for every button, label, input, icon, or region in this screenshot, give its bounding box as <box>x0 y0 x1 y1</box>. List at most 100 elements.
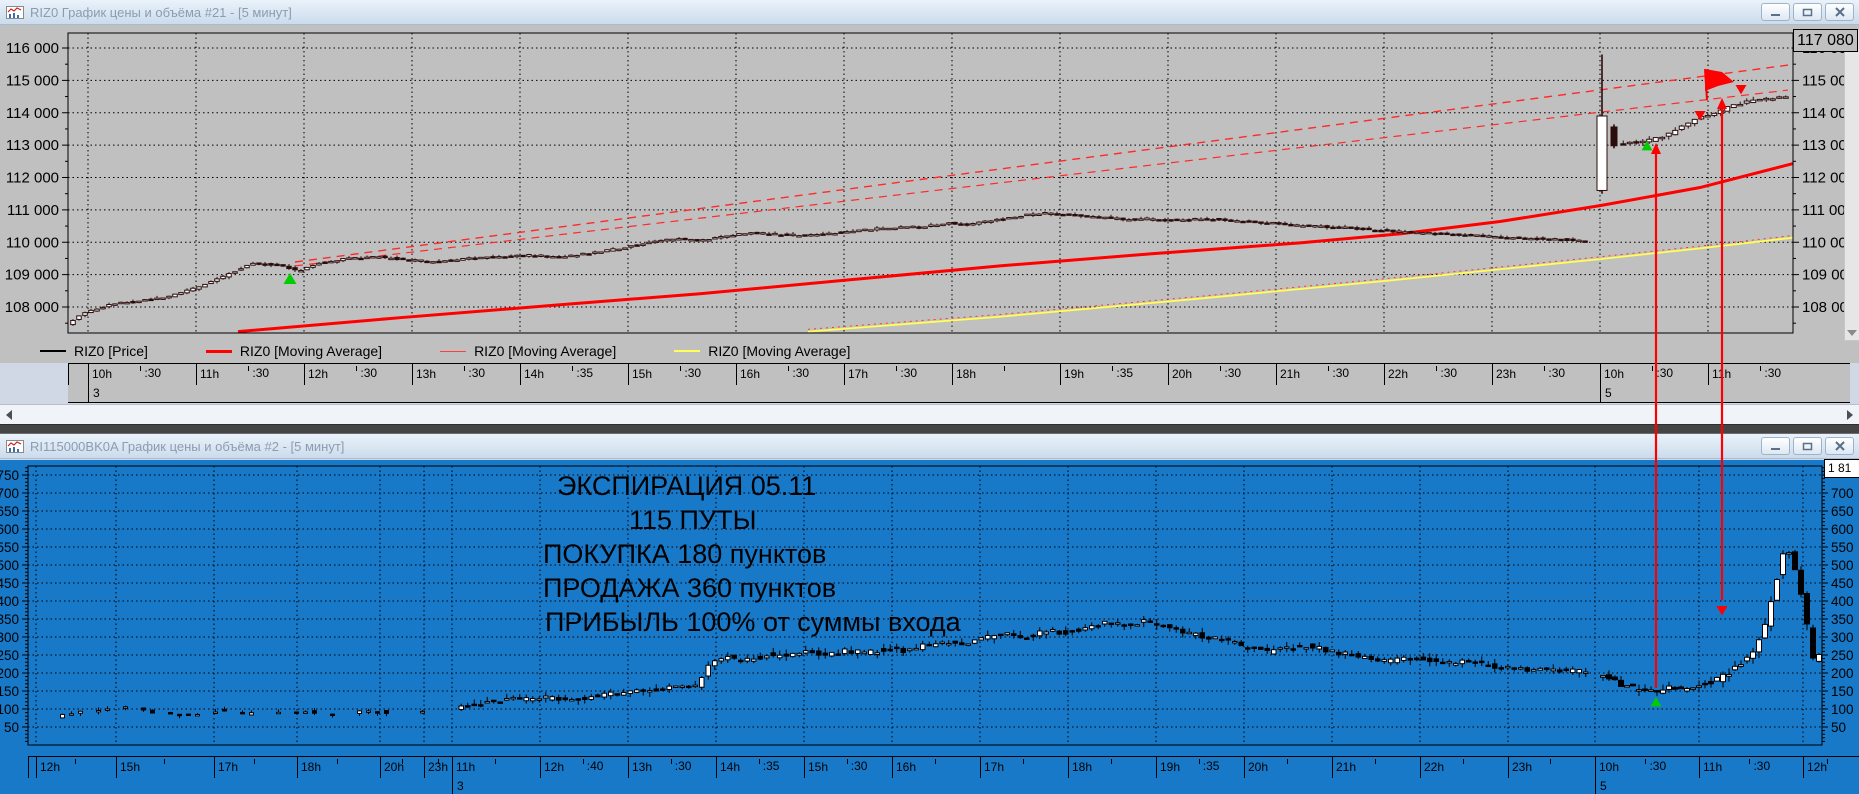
time-half-label: :30 <box>1645 759 1666 773</box>
time-label: 16h <box>740 367 761 381</box>
time-cell: 19h :35 <box>1156 757 1244 778</box>
time-cell: 18h <box>297 757 380 778</box>
chart-icon <box>6 439 24 453</box>
scroll-left-icon[interactable] <box>6 410 12 420</box>
time-label: 14h <box>524 367 545 381</box>
restore-button[interactable] <box>1793 437 1822 455</box>
scroll-right-icon[interactable] <box>1847 410 1853 420</box>
time-half-label: :35 <box>1112 366 1133 380</box>
horizontal-scrollbar[interactable] <box>0 404 1859 425</box>
time-label: 23h <box>1512 760 1533 774</box>
annotation-line: ПРИБЫЛЬ 100% от суммы входа <box>545 607 961 637</box>
time-cell: 20h <box>1244 757 1332 778</box>
time-cell: 10h :30 <box>1595 757 1699 778</box>
close-button[interactable] <box>1825 3 1854 21</box>
time-label: 12h <box>40 760 61 774</box>
time-label: 10h <box>1604 367 1625 381</box>
close-button[interactable] <box>1825 437 1854 455</box>
day-tick <box>88 385 89 402</box>
time-cell: 19h:35 <box>1060 364 1168 385</box>
time-label: 22h <box>1388 367 1409 381</box>
time-label: 18h <box>1072 760 1093 774</box>
price-chart-background[interactable] <box>0 25 1859 363</box>
time-label: 10h <box>92 367 113 381</box>
time-label: 11h <box>1703 760 1723 774</box>
window-title-top: RIZ0 График цены и объёма #21 - [5 минут… <box>30 4 292 20</box>
time-half-label: :35 <box>758 759 779 773</box>
legend-item: RIZ0 [Moving Average] <box>674 343 850 359</box>
time-cell: 12h <box>36 757 116 778</box>
time-label: 10h <box>1599 760 1620 774</box>
annotation-line: ЭКСПИРАЦИЯ 05.11 <box>557 471 817 501</box>
day-label: 5 <box>1605 386 1612 400</box>
time-label: 19h <box>1160 760 1181 774</box>
day-label: 3 <box>457 779 464 793</box>
legend-item: RIZ0 [Price] <box>40 343 148 359</box>
time-cell: 14h:35 <box>716 757 804 778</box>
time-half-label: :30 <box>140 366 161 380</box>
time-label: 11h <box>1712 367 1732 381</box>
time-label: 20h <box>1248 760 1269 774</box>
time-label: 13h <box>416 367 437 381</box>
vertical-scrollbar[interactable] <box>1844 29 1859 341</box>
time-label: 20h <box>384 760 405 774</box>
time-half-label: :30 <box>1436 366 1457 380</box>
time-label: 15h <box>808 760 829 774</box>
time-label: 11h <box>456 760 476 774</box>
time-cell: 23h <box>424 757 452 778</box>
time-cell: 15h :30 <box>628 364 736 385</box>
time-cell: 17h <box>214 757 297 778</box>
time-cell: 16h <box>892 757 980 778</box>
window-separator[interactable] <box>0 424 1859 434</box>
scroll-down-icon[interactable] <box>1847 330 1857 336</box>
time-cell: 23h:30 <box>1492 364 1600 385</box>
time-label: 21h <box>1280 367 1301 381</box>
time-cell: 12h <box>1803 757 1851 778</box>
time-label: 12h <box>308 367 329 381</box>
minimize-button[interactable] <box>1761 3 1790 21</box>
annotation-line: ПОКУПКА 180 пунктов <box>543 539 827 569</box>
legend: RIZ0 [Price] RIZ0 [Moving Average] RIZ0 [M… <box>40 340 850 362</box>
time-label: 11h <box>200 367 220 381</box>
legend-label: RIZ0 [Moving Average] <box>239 343 383 359</box>
time-cell: 18h <box>952 364 1060 385</box>
time-half-label: :30 <box>788 366 809 380</box>
time-cell: 11h:30 <box>196 364 304 385</box>
time-cell: 11h:30 <box>1708 364 1816 385</box>
time-half-label: :30 <box>896 366 917 380</box>
time-half-label: :30 <box>846 759 867 773</box>
time-half-label: :30 <box>1220 366 1241 380</box>
time-cell: 21h:30 <box>1276 364 1384 385</box>
time-label: 23h <box>428 760 449 774</box>
time-cell: 16h :30 <box>736 364 844 385</box>
time-cell: 20h:30 <box>1168 364 1276 385</box>
time-label: 17h <box>984 760 1005 774</box>
time-half-label: :30 <box>464 366 485 380</box>
time-label: 15h <box>632 367 653 381</box>
time-cell: 23h <box>1508 757 1595 778</box>
time-half-label: :30 <box>680 366 701 380</box>
time-half-label: :30 <box>1544 366 1565 380</box>
time-cell: 11h <box>452 757 540 778</box>
annotation-line: ПРОДАЖА 360 пунктов <box>543 573 837 603</box>
minimize-button[interactable] <box>1761 437 1790 455</box>
time-label: 13h <box>632 760 653 774</box>
time-cell: 22h :30 <box>1384 364 1492 385</box>
day-label: 3 <box>93 386 100 400</box>
time-cell: 15h <box>116 757 214 778</box>
restore-button[interactable] <box>1793 3 1822 21</box>
day-tick <box>1600 385 1601 402</box>
time-axis-top: 10h:30 11h:30 12h:30 13h:30 14h:35 15h:30 16h:… <box>68 363 1850 386</box>
trade-annotation: ЭКСПИРАЦИЯ 05.11 115 ПУТЫ ПОКУПКА 180 пунк… <box>543 469 961 639</box>
legend-label: RIZ0 [Moving Average] <box>474 343 617 359</box>
legend-swatch <box>40 350 66 352</box>
time-label: 12h <box>544 760 565 774</box>
time-half-label: :30 <box>1749 759 1770 773</box>
last-price-badge: 117 080 <box>1793 29 1858 52</box>
titlebar-bottom[interactable]: RI115000BK0A График цены и объёма #2 - [… <box>0 434 1859 459</box>
time-cell: 11h :30 <box>1699 757 1803 778</box>
titlebar-top[interactable]: RIZ0 График цены и объёма #21 - [5 минут… <box>0 0 1859 25</box>
time-half-label: :35 <box>1198 759 1219 773</box>
